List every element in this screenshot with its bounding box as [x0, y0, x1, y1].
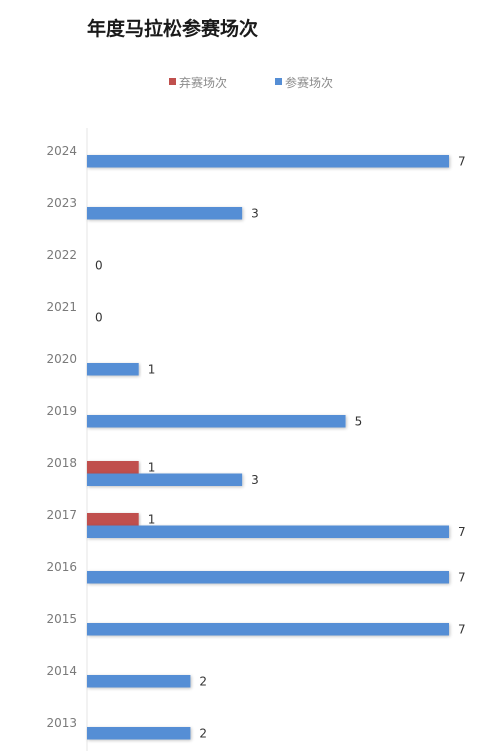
category-label-2018: 2018: [46, 456, 77, 470]
value-label-2024-participated: 7: [458, 155, 466, 169]
bar-2024-participated: [87, 155, 449, 168]
category-label-2021: 2021: [46, 300, 77, 314]
legend-swatch-2: [275, 78, 282, 85]
category-label-2016: 2016: [46, 560, 77, 574]
value-label-2016-participated: 7: [458, 571, 466, 585]
value-label-2014-participated: 2: [199, 675, 207, 689]
value-label-2017-participated: 7: [458, 525, 466, 539]
category-label-2019: 2019: [46, 404, 77, 418]
legend-label-2: 参赛场次: [285, 75, 333, 90]
bar-2023-participated: [87, 207, 243, 220]
category-label-2023: 2023: [46, 196, 77, 210]
value-label-2020-participated: 1: [148, 363, 156, 377]
bar-2018-participated: [87, 473, 243, 486]
bar-2013-participated: [87, 727, 191, 740]
legend: 弃赛场次 参赛场次: [169, 75, 333, 90]
category-label-2022: 2022: [46, 248, 77, 262]
category-label-2017: 2017: [46, 508, 77, 522]
value-label-2019-participated: 5: [355, 415, 363, 429]
category-label-2015: 2015: [46, 612, 77, 626]
legend-label-1: 弃赛场次: [179, 75, 227, 90]
value-label-2018-abandoned: 1: [148, 461, 156, 475]
category-label-2014: 2014: [46, 664, 77, 678]
category-label-2020: 2020: [46, 352, 77, 366]
bar-2017-abandoned: [87, 513, 139, 526]
value-label-2022-participated: 0: [95, 259, 103, 273]
value-label-2017-abandoned: 1: [148, 513, 156, 527]
value-label-2015-participated: 7: [458, 623, 466, 637]
value-label-2013-participated: 2: [199, 727, 207, 741]
category-label-2013: 2013: [46, 716, 77, 730]
bars: 2024 7 2023 3 2022 0 2021 0 2020 1 2019 5 2018 1 3 2017…: [46, 144, 465, 741]
bar-2017-participated: [87, 525, 449, 538]
bar-2014-participated: [87, 675, 191, 688]
chart-title: 年度马拉松参赛场次: [87, 18, 259, 40]
bar-2020-participated: [87, 363, 139, 376]
legend-swatch-1: [169, 78, 176, 85]
bar-2018-abandoned: [87, 461, 139, 474]
value-label-2018-participated: 3: [251, 473, 259, 487]
value-label-2023-participated: 3: [251, 207, 259, 221]
bar-2015-participated: [87, 623, 449, 636]
value-label-2021-participated: 0: [95, 311, 103, 325]
category-label-2024: 2024: [46, 144, 77, 158]
bar-2016-participated: [87, 571, 449, 584]
bar-2019-participated: [87, 415, 346, 428]
